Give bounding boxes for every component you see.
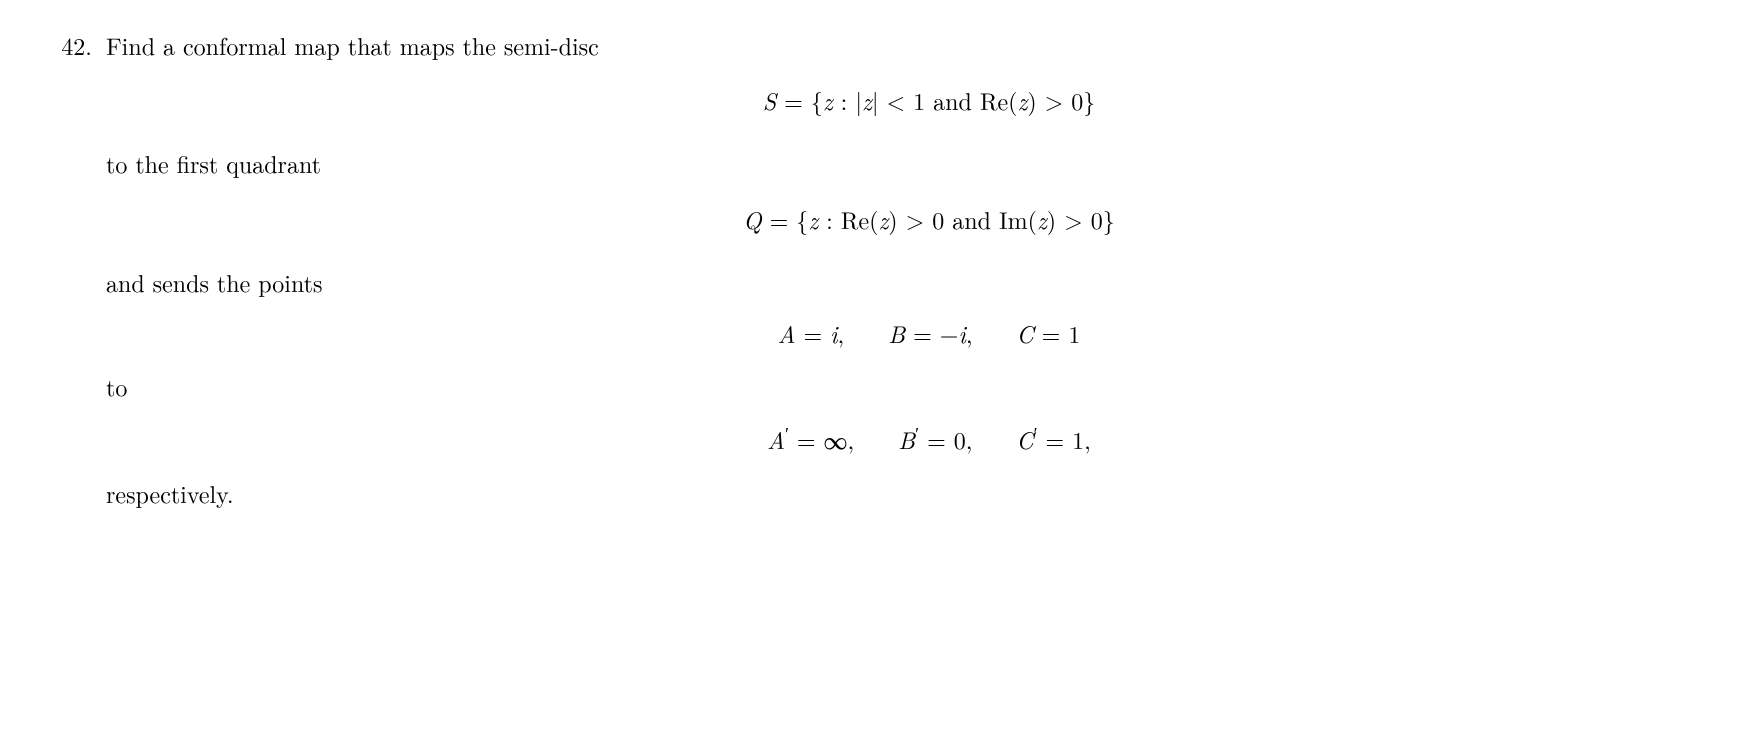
- point-B-prime: B′ = 0,: [898, 422, 972, 456]
- point-C-prime: C′ = 1,: [1016, 422, 1090, 456]
- text-line-3: and sends the points: [106, 267, 1752, 298]
- text-line-2: to the first quadrant: [106, 148, 1752, 179]
- point-B: B = −i,: [888, 316, 972, 350]
- point-C: C = 1: [1017, 316, 1081, 350]
- text-line-1: Find a conformal map that maps the semi-…: [106, 30, 1752, 61]
- equation-S: S = {z : |z| < 1 and Re(z) > 0}: [106, 85, 1752, 116]
- problem-number: 42.: [0, 30, 106, 61]
- text-line-5: respectively.: [106, 478, 1752, 509]
- text-line-4: to: [106, 371, 1752, 402]
- equation-ABC-prime: A′ = ∞, B′ = 0, C′ = 1,: [106, 422, 1752, 455]
- point-A: A = i,: [778, 316, 845, 350]
- problem-42: 42. Find a conformal map that maps the s…: [0, 30, 1752, 529]
- point-A-prime: A′ = ∞,: [767, 422, 854, 456]
- problem-body: Find a conformal map that maps the semi-…: [106, 30, 1752, 529]
- equation-Q: Q = {z : Re(z) > 0 and Im(z) > 0}: [106, 204, 1752, 235]
- equation-ABC: A = i, B = −i, C = 1: [106, 318, 1752, 349]
